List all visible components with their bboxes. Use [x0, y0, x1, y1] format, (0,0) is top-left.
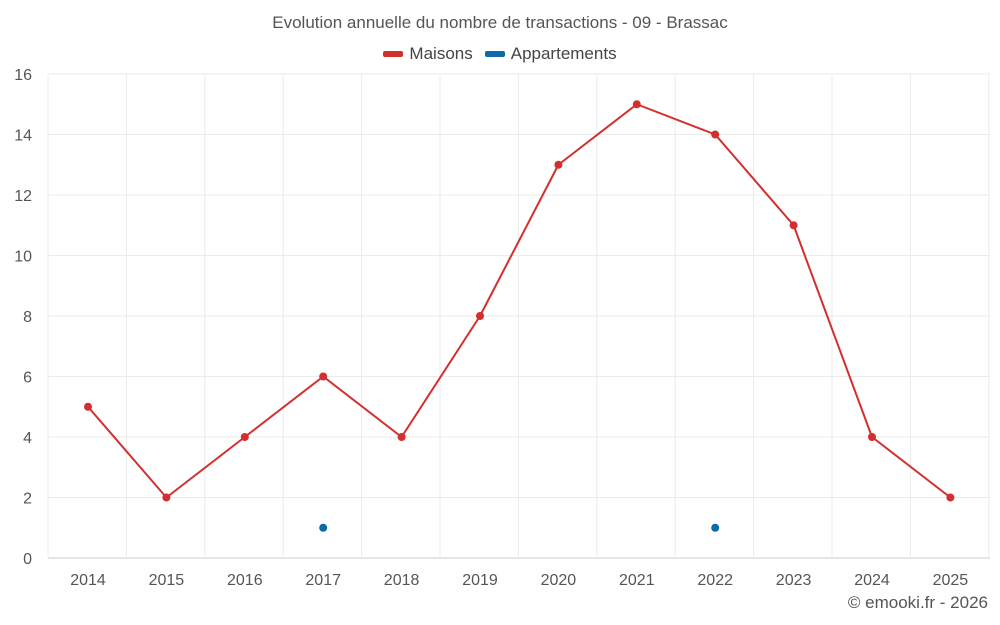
y-tick-label: 4 [23, 430, 32, 447]
y-tick-label: 8 [23, 309, 32, 326]
legend-swatch-appartements [484, 51, 505, 57]
legend-item-appartements[interactable]: Appartements [484, 44, 617, 64]
x-tick-label: 2016 [227, 572, 263, 589]
x-tick-label: 2018 [384, 572, 420, 589]
data-point-maisons-2022 [711, 130, 720, 139]
y-tick-label: 12 [14, 188, 32, 205]
legend-label-appartements: Appartements [510, 44, 617, 63]
x-tick-label: 2015 [149, 572, 185, 589]
y-tick-label: 14 [14, 128, 32, 145]
y-tick-label: 0 [23, 551, 32, 568]
credit-text: © emooki.fr - 2026 [847, 593, 988, 612]
x-tick-label: 2025 [933, 572, 969, 589]
data-point-maisons-2020 [554, 160, 563, 169]
x-tick-label: 2020 [541, 572, 577, 589]
x-tick-label: 2024 [854, 572, 890, 589]
x-tick-label: 2014 [70, 572, 106, 589]
legend-swatch-maisons [383, 51, 404, 57]
y-tick-label: 10 [14, 249, 32, 266]
data-point-maisons-2025 [946, 493, 955, 502]
data-point-maisons-2021 [632, 100, 641, 109]
data-point-maisons-2016 [240, 433, 249, 441]
data-point-maisons-2019 [476, 312, 484, 320]
series-line-maisons [87, 103, 952, 499]
data-point-appartements-2017 [319, 523, 328, 532]
data-point-maisons-2023 [789, 221, 798, 230]
x-tick-label: 2017 [305, 572, 341, 589]
data-point-maisons-2014 [84, 402, 92, 411]
x-tick-label: 2022 [697, 572, 733, 589]
chart-title: Evolution annuelle du nombre de transact… [272, 13, 728, 32]
data-point-maisons-2018 [397, 433, 406, 441]
x-tick-label: 2021 [619, 572, 655, 589]
data-point-maisons-2015 [162, 493, 171, 502]
chart-legend: Maisons Appartements [0, 44, 1000, 64]
legend-item-maisons[interactable]: Maisons [383, 44, 473, 64]
y-tick-label: 16 [14, 67, 32, 84]
data-point-appartements-2022 [711, 523, 720, 532]
data-point-maisons-2017 [319, 372, 328, 381]
x-tick-label: 2023 [776, 572, 812, 589]
legend-label-maisons: Maisons [409, 44, 473, 63]
data-point-maisons-2024 [868, 433, 876, 441]
y-tick-label: 6 [23, 370, 32, 387]
y-tick-label: 2 [23, 491, 32, 508]
x-tick-label: 2019 [462, 572, 498, 589]
